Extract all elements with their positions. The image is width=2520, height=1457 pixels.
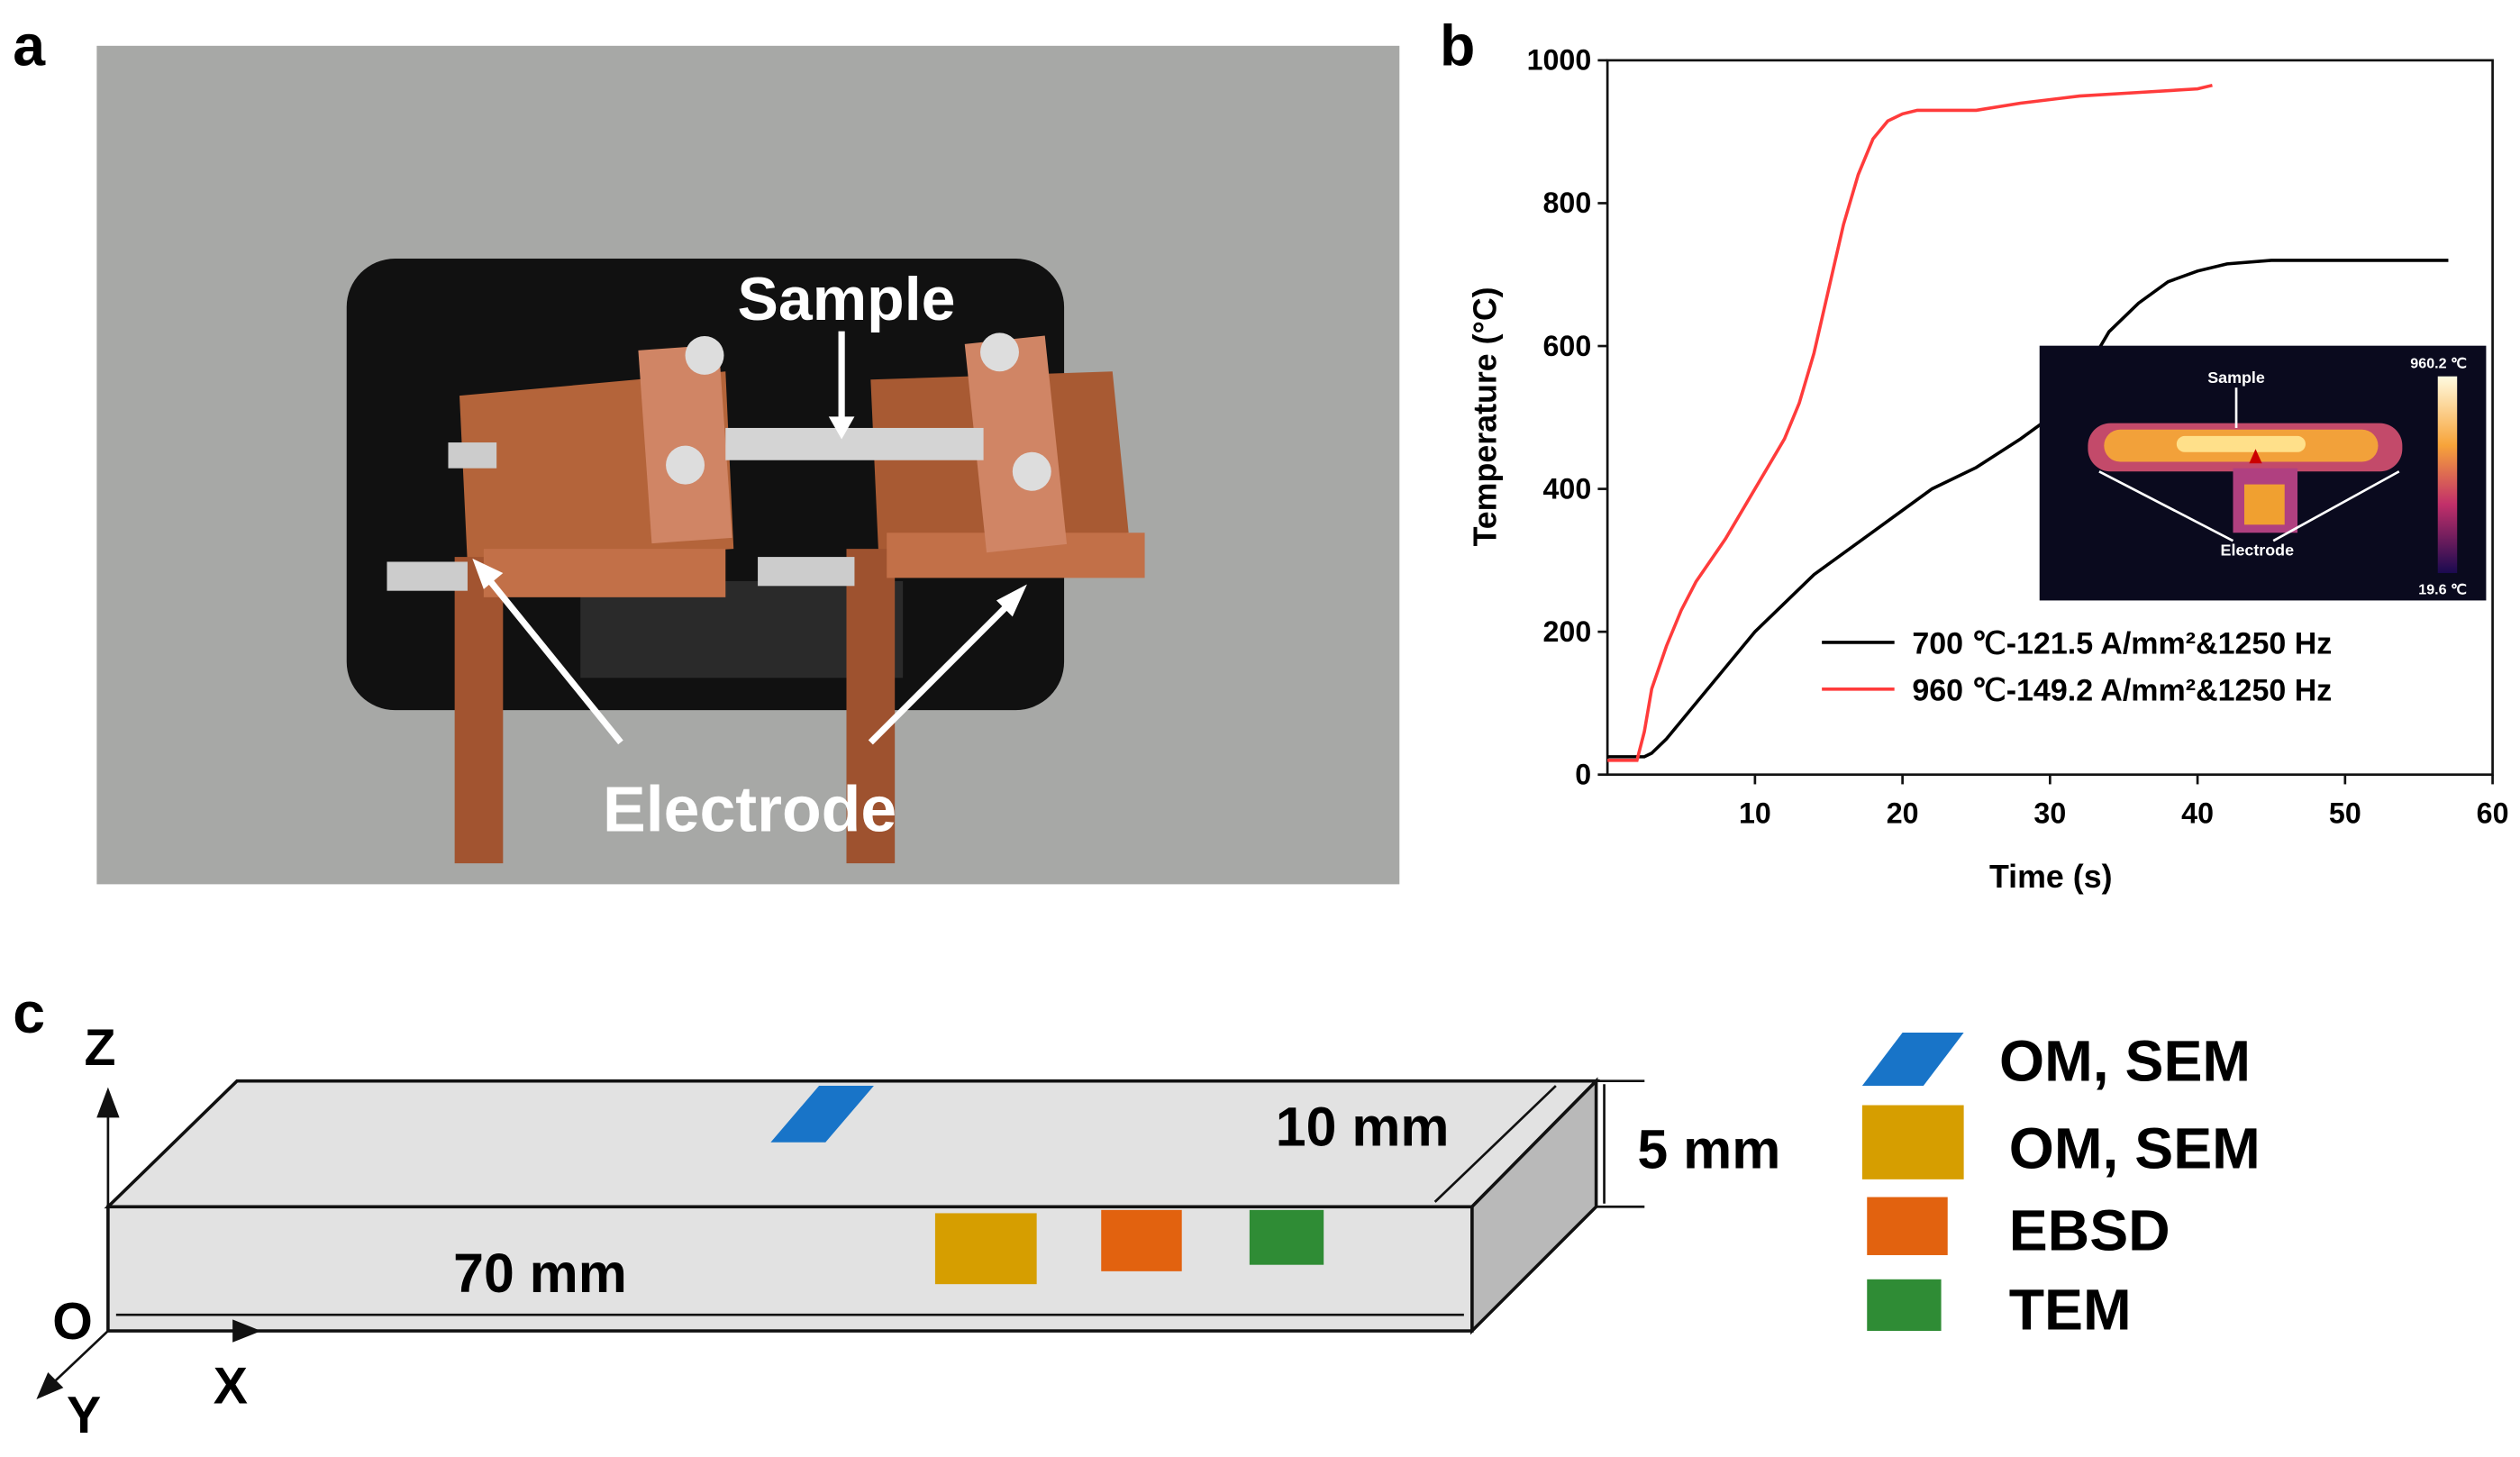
series-line [1607,83,2213,762]
inset-label: 960.2 ℃ [2410,356,2467,372]
sample-region [1249,1209,1324,1265]
series-line [1607,259,2449,759]
x-tick-label: 40 [2181,797,2214,829]
inset-label: 19.6 ℃ [2418,581,2467,597]
axis-name: X [214,1358,248,1416]
y-tick-label: 0 [1575,758,1591,790]
y-tick-label: 400 [1543,472,1592,505]
x-tick-label: 10 [1739,797,1771,829]
x-axis-label: Time (s) [1989,859,2113,895]
dimension-label: 5 mm [1637,1118,1780,1179]
sample-block [104,1077,1600,1335]
panel-label: a [13,13,46,77]
legend-swatch [1861,1033,1964,1087]
x-tick-label: 50 [2329,797,2361,829]
dimension-label: 10 mm [1276,1096,1450,1157]
dimension-lines [36,1079,1645,1399]
axis-name: Y [67,1387,101,1444]
panel-label: b [1440,13,1475,77]
y-tick-label: 600 [1543,330,1592,362]
inset-label: Electrode [2221,541,2295,559]
sample-region [934,1213,1037,1285]
legend-swatch [1867,1197,1948,1255]
legend-label: TEM [2009,1277,2132,1342]
legend-label: OM, SEM [1999,1029,2251,1094]
x-tick-label: 20 [1887,797,1919,829]
legend-swatch [1867,1279,1942,1332]
annotation: Electrode [603,773,896,845]
axis-name: O [52,1293,93,1351]
sample-regions: OM, SEM OM, SEM EBSD TEM [770,1029,2261,1342]
annotation: Sample [738,265,956,333]
y-tick-label: 800 [1543,187,1592,219]
legend-swatch [1861,1105,1964,1179]
sample-region [770,1086,874,1143]
legend-label: OM, SEM [2009,1116,2261,1180]
x-tick-label: 30 [2033,797,2066,829]
legend-label: 960 ℃-149.2 A/mm²&1250 Hz [1912,673,2332,707]
thermal-inset [2039,345,2487,601]
dimension-label: 70 mm [453,1243,627,1304]
x-tick-label: 60 [2477,797,2509,829]
legend-label: EBSD [2009,1198,2170,1263]
y-tick-label: 1000 [1527,44,1592,77]
y-tick-label: 200 [1543,615,1592,648]
panel-label: c [13,980,45,1045]
legend-label: 700 ℃-121.5 A/mm²&1250 Hz [1912,626,2332,660]
photo [96,45,1400,885]
y-axis-label: Temperature (°C) [1468,287,1504,546]
inset-label: Sample [2207,369,2265,387]
axis-name: Z [84,1019,115,1077]
sample-region [1101,1209,1182,1271]
